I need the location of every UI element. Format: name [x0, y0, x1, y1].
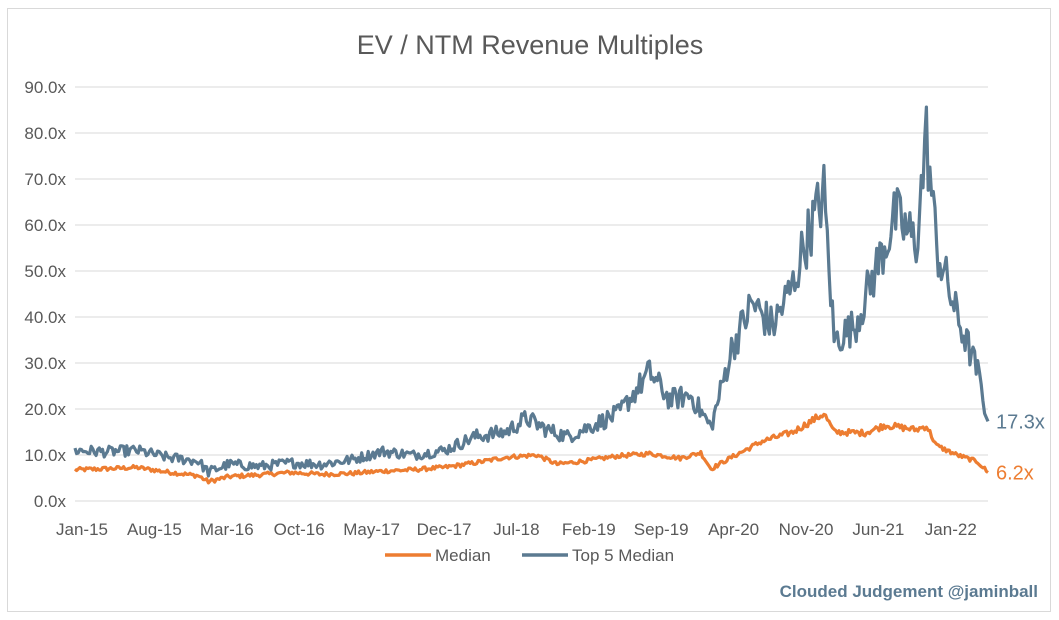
y-tick-label: 10.0x: [24, 446, 66, 465]
end-label-median: 6.2x: [996, 462, 1034, 484]
end-label-top5-median: 17.3x: [996, 411, 1045, 433]
legend-label: Top 5 Median: [572, 546, 674, 565]
x-tick-label: Dec-17: [417, 520, 472, 539]
series-line-top5-median: [73, 105, 990, 478]
x-tick-label: Oct-16: [274, 520, 325, 539]
y-tick-label: 50.0x: [24, 262, 66, 281]
y-tick-label: 30.0x: [24, 354, 66, 373]
chart-frame: [7, 8, 1051, 612]
x-tick-label: May-17: [343, 520, 400, 539]
x-tick-label: Apr-20: [708, 520, 759, 539]
legend-label: Median: [435, 546, 491, 565]
y-tick-label: 80.0x: [24, 124, 66, 143]
x-tick-label: Jan-22: [925, 520, 977, 539]
series-lines: [73, 105, 990, 485]
end-labels: 6.2x 17.3x: [996, 411, 1045, 484]
x-axis: Jan-15 Aug-15 Mar-16 Oct-16 May-17 Dec-17 Jul-…: [56, 520, 977, 539]
x-tick-label: Jun-21: [852, 520, 904, 539]
x-tick-label: Aug-15: [127, 520, 182, 539]
y-tick-label: 0.0x: [34, 492, 67, 511]
credit-text: Clouded Judgement @jaminball: [780, 582, 1038, 601]
x-tick-label: Jul-18: [493, 520, 539, 539]
x-tick-label: Nov-20: [779, 520, 834, 539]
chart-title: EV / NTM Revenue Multiples: [357, 30, 704, 60]
x-tick-label: Sep-19: [634, 520, 689, 539]
series-line-median: [73, 412, 989, 485]
x-tick-label: Feb-19: [562, 520, 616, 539]
x-tick-label: Mar-16: [200, 520, 254, 539]
y-tick-label: 90.0x: [24, 78, 66, 97]
y-tick-label: 60.0x: [24, 216, 66, 235]
y-tick-label: 40.0x: [24, 308, 66, 327]
x-tick-label: Jan-15: [56, 520, 108, 539]
y-axis: 0.0x 10.0x 20.0x 30.0x 40.0x 50.0x 60.0x 70.0x 8…: [24, 78, 66, 511]
y-tick-label: 70.0x: [24, 170, 66, 189]
y-tick-label: 20.0x: [24, 400, 66, 419]
legend: Median Top 5 Median: [385, 546, 674, 565]
gridlines: [75, 86, 988, 502]
